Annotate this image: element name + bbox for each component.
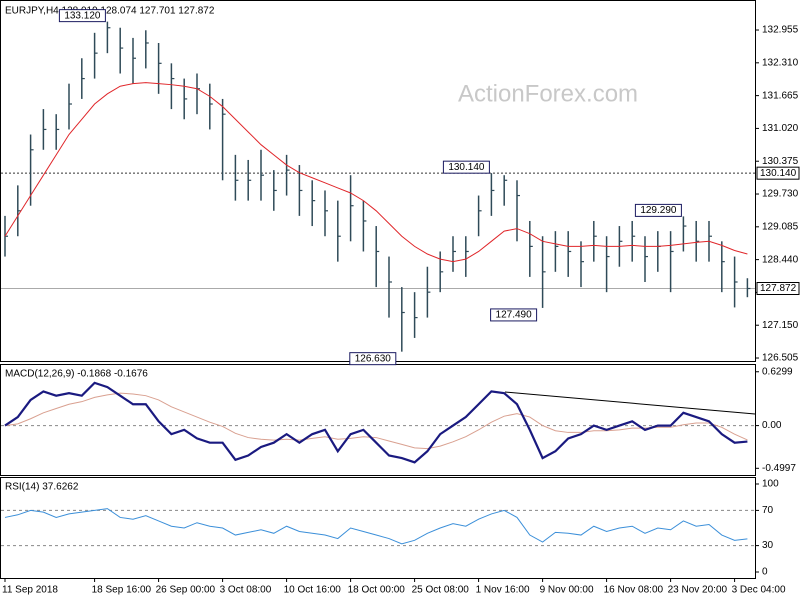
- reference-label: 130.140: [760, 168, 797, 179]
- y-tick-label: 128.440: [762, 254, 799, 265]
- macd-trendline: [504, 391, 756, 415]
- x-tick-label: 9 Nov 00:00: [540, 585, 594, 596]
- indicator-line: [4, 392, 748, 450]
- y-tick-label: 131.665: [762, 90, 799, 101]
- annotation-label: 126.630: [355, 353, 392, 364]
- y-tick-label: 100: [762, 479, 779, 490]
- annotation-label: 129.290: [640, 205, 677, 216]
- reference-label-box: [756, 282, 800, 296]
- annotation-box: [490, 308, 538, 322]
- moving-average: [4, 82, 748, 263]
- x-tick-label: 3 Oct 08:00: [220, 585, 272, 596]
- y-tick-label: 130.375: [762, 156, 799, 167]
- indicator-line: [4, 381, 748, 464]
- x-tick-label: 10 Oct 16:00: [284, 585, 342, 596]
- x-tick-label: 18 Sep 16:00: [92, 585, 152, 596]
- x-tick-label: 3 Dec 04:00: [732, 585, 786, 596]
- y-tick-label: 131.020: [762, 123, 799, 134]
- y-tick-label: 0.6299: [762, 366, 793, 377]
- x-tick-label: 23 Nov 20:00: [668, 585, 728, 596]
- x-tick-label: 25 Oct 08:00: [412, 585, 470, 596]
- y-tick-label: 129.730: [762, 189, 799, 200]
- x-tick-label: 16 Nov 08:00: [604, 585, 664, 596]
- y-tick-label: 129.085: [762, 221, 799, 232]
- reference-label-box: [756, 166, 800, 180]
- x-tick-label: 26 Sep 00:00: [156, 585, 216, 596]
- y-tick-label: 0: [762, 567, 768, 578]
- annotation-label: 133.120: [64, 10, 101, 21]
- panel-title: EURJPY,H4 128.019 128.074 127.701 127.87…: [5, 6, 215, 17]
- panel-title: MACD(12,26,9) -0.1868 -0.1676: [5, 369, 148, 380]
- rsi-panel: [0, 477, 756, 579]
- y-tick-label: -0.4997: [762, 463, 796, 474]
- annotation-box: [442, 160, 490, 174]
- watermark: ActionForex.com: [458, 80, 638, 107]
- y-tick-label: 0.00: [762, 420, 782, 431]
- annotation-box: [349, 352, 397, 366]
- panel-title: RSI(14) 37.6262: [5, 482, 79, 493]
- x-tick-label: 11 Sep 2018: [2, 585, 58, 596]
- annotation-label: 130.140: [448, 162, 485, 173]
- annotation-label: 127.490: [496, 310, 533, 321]
- y-tick-label: 126.505: [762, 353, 799, 364]
- indicator-line: [4, 508, 748, 545]
- reference-label: 127.872: [760, 283, 797, 294]
- y-tick-label: 132.955: [762, 25, 799, 36]
- y-tick-label: 30: [762, 540, 774, 551]
- y-tick-label: 132.310: [762, 57, 799, 68]
- y-tick-label: 127.150: [762, 320, 799, 331]
- x-tick-label: 1 Nov 16:00: [476, 585, 530, 596]
- annotation-box: [58, 9, 106, 23]
- annotation-box: [634, 203, 682, 217]
- x-tick-label: 18 Oct 00:00: [348, 585, 406, 596]
- y-tick-label: 70: [762, 505, 774, 516]
